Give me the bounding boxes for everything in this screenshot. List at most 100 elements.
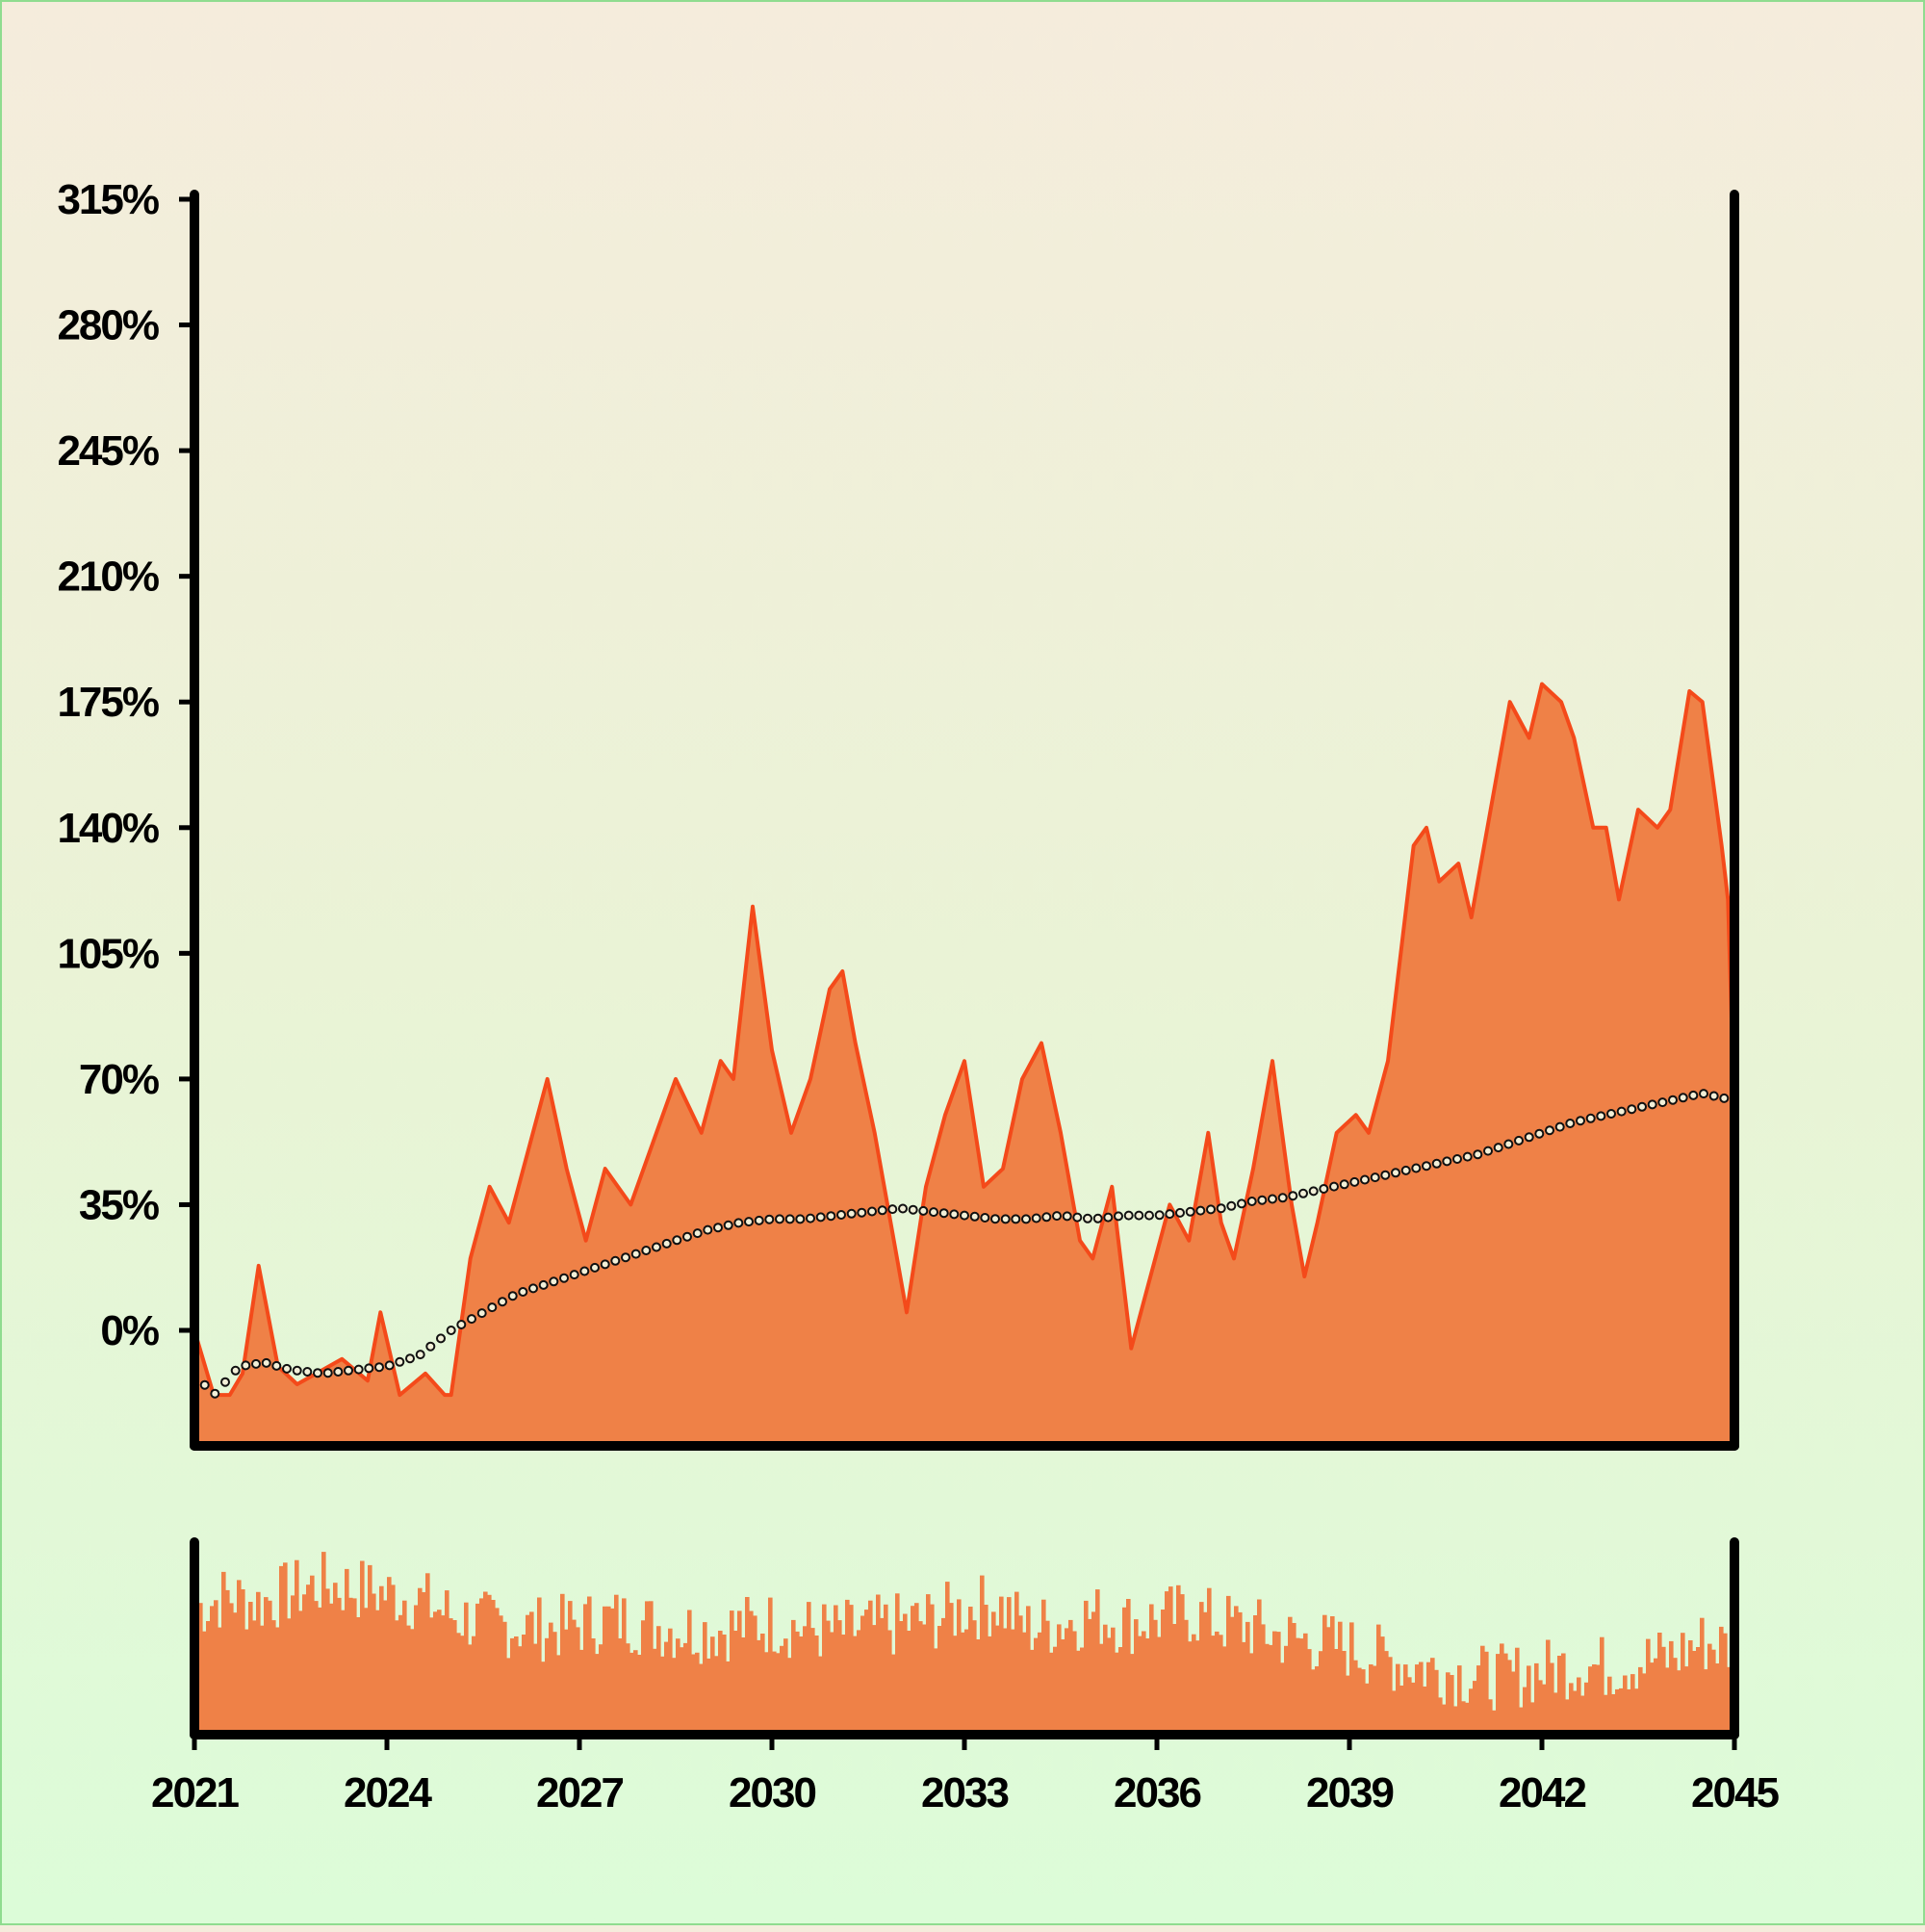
trend-marker: [282, 1363, 292, 1374]
volume-bar: [610, 1608, 615, 1735]
volume-bar: [1561, 1653, 1566, 1735]
volume-bar: [649, 1601, 654, 1735]
trend-marker: [1554, 1121, 1565, 1132]
volume-bar: [483, 1591, 488, 1735]
trend-marker: [980, 1213, 990, 1223]
volume-bar: [1476, 1665, 1481, 1735]
trend-marker: [887, 1204, 898, 1215]
volume-bar: [1299, 1638, 1304, 1735]
volume-bar: [1715, 1663, 1720, 1735]
trend-marker: [744, 1217, 754, 1227]
volume-bar: [1265, 1643, 1270, 1735]
volume-bar: [287, 1618, 292, 1735]
volume-bar: [903, 1613, 908, 1735]
volume-bar: [891, 1654, 896, 1735]
trend-marker: [1154, 1210, 1165, 1221]
trend-marker: [754, 1215, 764, 1225]
volume-bar: [391, 1584, 396, 1735]
trend-marker: [1524, 1132, 1534, 1143]
volume-bar: [1665, 1667, 1670, 1735]
trend-marker: [1144, 1210, 1154, 1221]
volume-bar: [1634, 1688, 1639, 1735]
volume-bar: [637, 1655, 642, 1735]
volume-bar: [1469, 1688, 1474, 1735]
trend-marker: [333, 1367, 344, 1377]
volume-bar: [1176, 1584, 1181, 1735]
trend-marker: [1503, 1139, 1514, 1149]
volume-bar: [864, 1610, 869, 1735]
x-tick-label: 2042: [1499, 1769, 1585, 1816]
y-axis-ticks: 0% 35% 70% 105% 140% 175% 210% 245% 280% 315%: [57, 176, 194, 1354]
volume-bar: [703, 1622, 707, 1735]
volume-bar: [1126, 1599, 1131, 1735]
volume-bar: [449, 1618, 453, 1735]
trend-marker: [918, 1205, 929, 1216]
trend-marker: [1000, 1214, 1011, 1224]
volume-bar: [606, 1606, 611, 1735]
volume-bar: [680, 1647, 684, 1735]
volume-bar: [487, 1594, 492, 1735]
volume-bar: [441, 1615, 446, 1735]
volume-bar: [830, 1632, 834, 1735]
volume-bar: [941, 1617, 946, 1735]
trend-marker: [456, 1320, 467, 1329]
volume-bar: [1234, 1606, 1239, 1735]
volume-bar: [1696, 1647, 1701, 1735]
volume-bar: [1384, 1651, 1389, 1735]
trend-marker: [199, 1379, 210, 1390]
volume-bar: [1030, 1649, 1035, 1735]
volume-bar: [629, 1652, 634, 1735]
volume-bar: [1473, 1681, 1477, 1735]
trend-marker: [723, 1220, 733, 1230]
volume-bar: [1511, 1671, 1516, 1735]
trend-marker: [1021, 1214, 1031, 1224]
volume-bar: [1450, 1675, 1454, 1735]
volume-bar: [1565, 1699, 1570, 1735]
trend-marker: [969, 1211, 980, 1222]
volume-bar: [1704, 1669, 1708, 1735]
y-tick-label: 175%: [57, 679, 158, 726]
volume-bar: [306, 1584, 311, 1735]
volume-bar: [695, 1652, 700, 1735]
y-tick-label: 280%: [57, 302, 158, 349]
volume-bar: [1373, 1665, 1377, 1735]
volume-bar: [464, 1602, 469, 1735]
volume-bar: [283, 1562, 288, 1735]
volume-bar: [1411, 1682, 1416, 1735]
volume-bar: [995, 1625, 1000, 1735]
volume-bar: [244, 1629, 249, 1735]
volume-bar: [1107, 1637, 1112, 1735]
trend-marker: [1678, 1093, 1688, 1103]
volume-bar: [614, 1594, 619, 1735]
trend-marker: [302, 1367, 313, 1377]
volume-bar: [583, 1604, 588, 1735]
volume-bar: [260, 1625, 265, 1735]
volume-bar: [352, 1598, 357, 1735]
volume-bar: [1188, 1641, 1193, 1735]
volume-bar: [1134, 1619, 1139, 1735]
x-tick-label: 2021: [151, 1769, 239, 1816]
volume-bar: [387, 1577, 392, 1735]
trend-marker: [364, 1363, 374, 1374]
trend-marker: [498, 1297, 507, 1307]
volume-bar: [841, 1635, 846, 1735]
trend-marker: [652, 1242, 661, 1252]
volume-bar: [884, 1604, 888, 1735]
trend-marker: [1329, 1181, 1339, 1192]
volume-bar: [876, 1594, 881, 1735]
volume-bar: [1091, 1611, 1096, 1735]
volume-bar: [622, 1598, 627, 1735]
trend-marker: [1431, 1158, 1442, 1169]
trend-marker: [1452, 1154, 1462, 1164]
volume-bar: [1226, 1595, 1231, 1735]
volume-bar: [957, 1599, 962, 1735]
trend-marker: [1092, 1213, 1103, 1224]
volume-bar: [837, 1620, 842, 1735]
volume-bar: [1692, 1651, 1697, 1735]
volume-bar: [714, 1656, 719, 1735]
trend-marker: [1268, 1194, 1277, 1204]
volume-bar: [460, 1636, 465, 1735]
trend-marker: [610, 1255, 621, 1266]
volume-bar: [314, 1601, 319, 1735]
volume-bar: [1053, 1646, 1058, 1735]
